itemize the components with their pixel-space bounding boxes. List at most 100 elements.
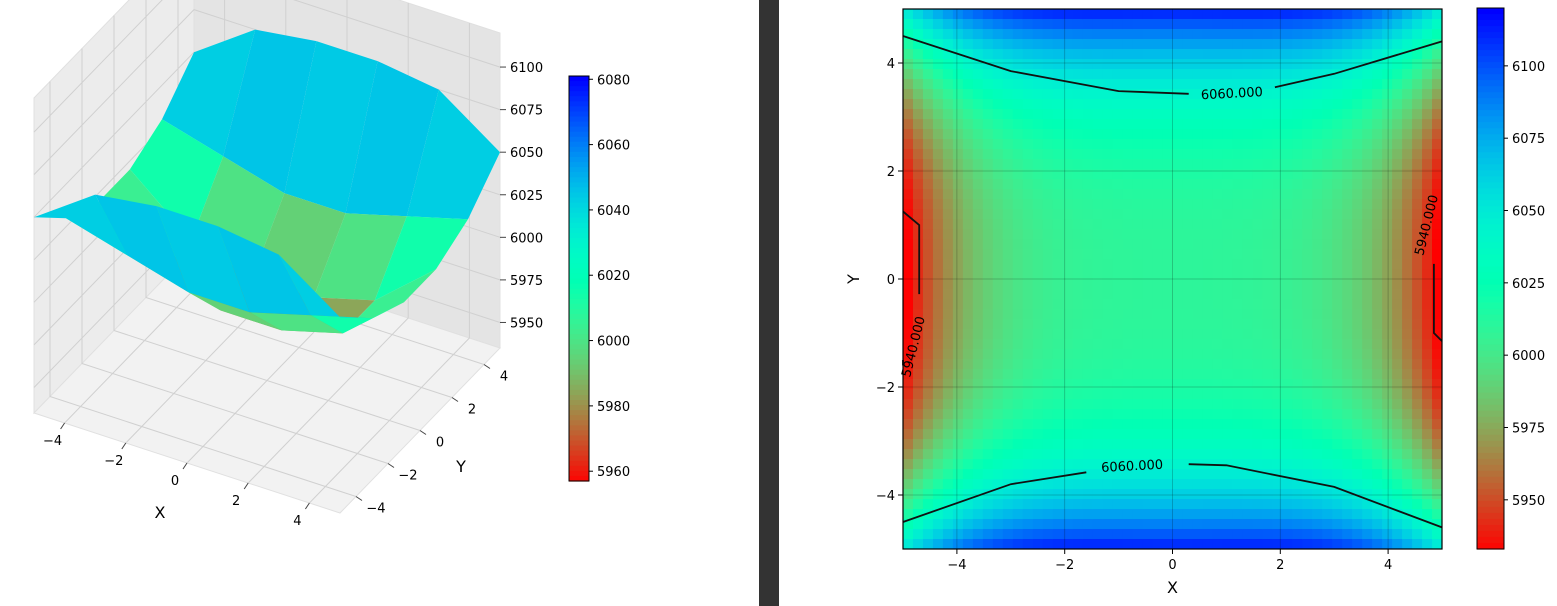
heatmap-cell [1202, 409, 1214, 420]
colorbar-segment [569, 101, 589, 107]
heatmap-cell [952, 479, 964, 490]
heatmap-cell [1382, 319, 1393, 330]
heatmap-cell [1062, 249, 1074, 260]
heatmap-cell [1132, 139, 1144, 150]
heatmap-cell [992, 339, 1004, 350]
heatmap-cell [1352, 289, 1363, 300]
heatmap-cell [1072, 59, 1084, 70]
colorbar-segment [1477, 224, 1504, 232]
z-tick-label: 5950 [510, 316, 543, 331]
heatmap-cell [1102, 349, 1114, 360]
heatmap-cell [1292, 129, 1303, 140]
heatmap-cell [1012, 449, 1024, 460]
heatmap-cell [1272, 419, 1283, 430]
heatmap-cell [982, 529, 994, 540]
heatmap-cell [1282, 119, 1293, 130]
heatmap-cell [1212, 359, 1224, 370]
heatmap-cell [1162, 379, 1174, 390]
heatmap-cell [1182, 19, 1194, 30]
heatmap-cell [922, 239, 934, 250]
heatmap-cell [1332, 459, 1343, 470]
heatmap-cell [1082, 249, 1094, 260]
heatmap-cell [1182, 439, 1194, 450]
gridline-y [49, 81, 357, 497]
heatmap-cell [1012, 189, 1024, 200]
heatmap-cell [932, 39, 944, 50]
heatmap-cell [1322, 149, 1333, 160]
y-tick-label: 4 [500, 370, 508, 385]
heatmap-cell [942, 159, 954, 170]
heatmap-cell [942, 209, 954, 220]
colorbar-segment [1477, 536, 1504, 544]
heatmap-cell [1022, 529, 1034, 540]
heatmap-cell [1432, 339, 1442, 350]
heatmap-cell [1392, 39, 1403, 50]
heatmap-cell [1342, 399, 1353, 410]
heatmap-cell [1142, 439, 1154, 450]
heatmap-cell [1192, 539, 1204, 549]
heatmap-cell [1372, 129, 1383, 140]
heatmap-cell [1432, 109, 1442, 120]
heatmap-cell [952, 229, 964, 240]
x-tick-label: 0 [171, 474, 179, 489]
heatmap-cell [1332, 179, 1343, 190]
heatmap-cell [1272, 149, 1283, 160]
heatmap-cell [1192, 79, 1204, 90]
heatmap-cell [962, 489, 974, 500]
heatmap-cell [1152, 269, 1164, 280]
heatmap-cell [1202, 19, 1214, 30]
heatmap-cell [1322, 539, 1333, 549]
heatmap-cell [1042, 489, 1054, 500]
heatmap-cell [952, 69, 964, 80]
heatmap-cell [1242, 69, 1253, 80]
heatmap-cell [1192, 69, 1204, 80]
heatmap-cell [1032, 509, 1044, 520]
heatmap-cell [1322, 89, 1333, 100]
heatmap-cell [1082, 119, 1094, 130]
heatmap-cell [1202, 69, 1214, 80]
surface-patch [188, 292, 282, 331]
heatmap-cell [1082, 69, 1094, 80]
colorbar-segment [569, 106, 589, 113]
heatmap-cell [1112, 459, 1124, 470]
heatmap-cell [982, 319, 994, 330]
heatmap-cell [1042, 169, 1054, 180]
heatmap-cell [1312, 409, 1323, 420]
heatmap-cell [1092, 89, 1104, 100]
heatmap-cell [1012, 359, 1024, 370]
heatmap-cell [1202, 59, 1214, 70]
heatmap-cell [1092, 109, 1104, 120]
heatmap-cell [1162, 139, 1174, 150]
heatmap-cell [1232, 239, 1243, 250]
heatmap-cell [1232, 19, 1243, 30]
heatmap-cell [1312, 499, 1323, 510]
heatmap-cell [1412, 89, 1423, 100]
heatmap-cell [1152, 539, 1164, 549]
heatmap-cell [922, 329, 934, 340]
heatmap-cell [1232, 439, 1243, 450]
heatmap-cell [1052, 539, 1064, 549]
heatmap-cell [1002, 139, 1014, 150]
heatmap-cell [1202, 299, 1214, 310]
heatmap-cell [1402, 49, 1413, 60]
heatmap-cell [1412, 389, 1423, 400]
heatmap-cell [1332, 9, 1343, 20]
heatmap-cell [1052, 159, 1064, 170]
heatmap-cell [903, 389, 914, 400]
heatmap-cell [1052, 19, 1064, 30]
heatmap-cell [1012, 379, 1024, 390]
heatmap-cell [992, 99, 1004, 110]
heatmap-cell [1162, 359, 1174, 370]
heatmap-cell [1322, 69, 1333, 80]
heatmap-cell [1092, 199, 1104, 210]
heatmap-cell [1282, 279, 1293, 290]
heatmap-cell [1062, 419, 1074, 430]
heatmap-cell [992, 449, 1004, 460]
heatmap-cell [1392, 499, 1403, 510]
heatmap-cell [1082, 439, 1094, 450]
heatmap-cell [1262, 349, 1273, 360]
heatmap-cell [1172, 229, 1184, 240]
heatmap-cell [1082, 89, 1094, 100]
heatmap-cell [952, 289, 964, 300]
